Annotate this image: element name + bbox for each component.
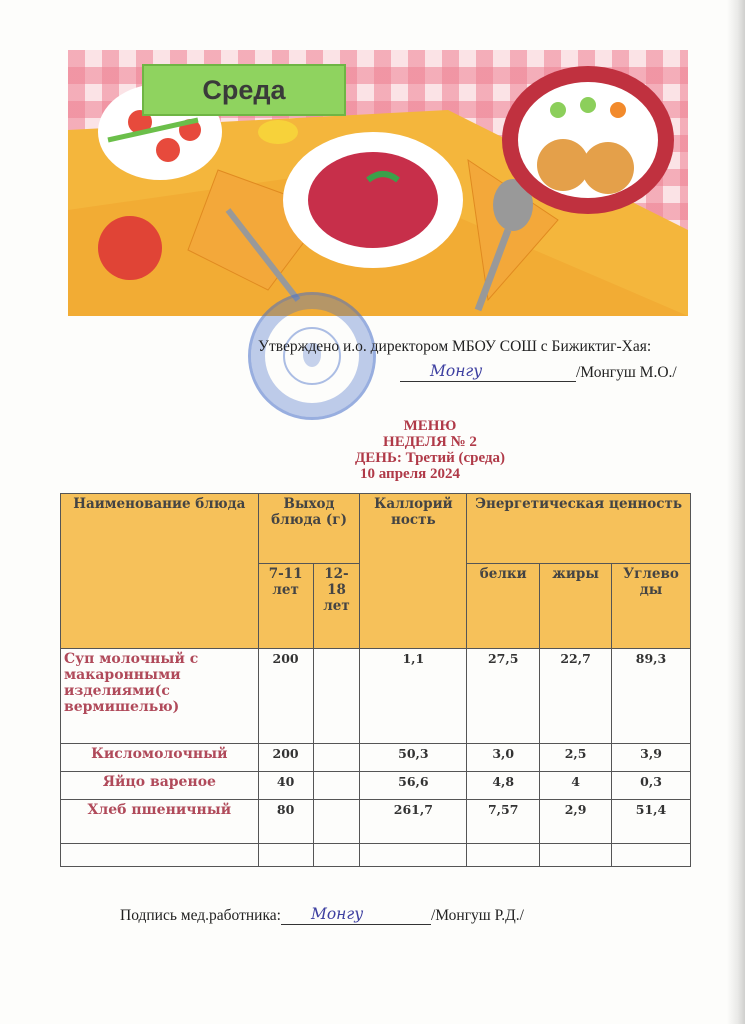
- table-row: Яйцо вареное 40 56,6 4,8 4 0,3: [60, 771, 691, 800]
- protein: [466, 843, 541, 867]
- yield-12-18: [312, 799, 361, 844]
- dish-name: Хлеб пшеничный: [60, 799, 259, 844]
- table-row: Кисломолочный 200 50,3 3,0 2,5 3,9: [60, 743, 691, 772]
- protein: 4,8: [466, 771, 541, 800]
- menu-table: Наименование блюда Выход блюда (г) Калло…: [60, 492, 691, 867]
- menu-heading: МЕНЮ: [403, 418, 457, 434]
- protein: 3,0: [466, 743, 541, 772]
- yield-7-11: 80: [257, 799, 314, 844]
- director-name: /Монгуш М.О./: [576, 364, 677, 381]
- dish-name: [60, 843, 259, 867]
- table-row: Хлеб пшеничный 80 261,7 7,57 2,9 51,4: [60, 799, 691, 844]
- food-illustration: [68, 66, 688, 316]
- table-row-empty: [60, 843, 691, 867]
- approval-text: Утверждено и.о. директором МБОУ СОШ с Би…: [258, 338, 652, 355]
- header-age-12-18: 12-18 лет: [312, 563, 361, 649]
- yield-7-11: [257, 843, 314, 867]
- header-dish: Наименование блюда: [60, 493, 259, 649]
- header-calories: Каллорий ность: [359, 493, 468, 649]
- banner-title: Среда: [142, 64, 346, 116]
- approval-signature-line: Монгу/Монгуш М.О./: [400, 363, 690, 382]
- director-signature: Монгу: [400, 363, 576, 382]
- day-heading: ДЕНЬ: Третий (среда): [354, 450, 506, 466]
- calories: 1,1: [359, 648, 468, 744]
- fat: 2,5: [539, 743, 613, 772]
- medical-signature-line: Монгу: [280, 906, 431, 925]
- carbs: [611, 843, 691, 867]
- scan-edge: [727, 0, 745, 1024]
- fat: 22,7: [539, 648, 613, 744]
- fat: 4: [539, 771, 613, 800]
- week-heading: НЕДЕЛЯ № 2: [383, 434, 477, 450]
- protein: 27,5: [466, 648, 541, 744]
- calories: 56,6: [359, 771, 468, 800]
- yield-12-18: [312, 771, 361, 800]
- table-row: Суп молочный с макаронными изделиями(с в…: [60, 648, 691, 744]
- medical-signature: Подпись мед.работника: Монгу/Монгуш Р.Д./: [120, 906, 524, 925]
- yield-12-18: [312, 843, 361, 867]
- calories: [359, 843, 468, 867]
- fat: 2,9: [539, 799, 613, 844]
- fat: [539, 843, 613, 867]
- yield-7-11: 40: [257, 771, 314, 800]
- date-heading: 10 апреля 2024: [360, 466, 460, 482]
- dish-name: Яйцо вареное: [60, 771, 259, 800]
- eagle-emblem-icon: [283, 327, 341, 385]
- carbs: 3,9: [611, 743, 691, 772]
- header-protein: белки: [466, 563, 541, 649]
- dish-name: Суп молочный с макаронными изделиями(с в…: [60, 648, 259, 744]
- carbs: 89,3: [611, 648, 691, 744]
- yield-12-18: [312, 648, 361, 744]
- medical-worker-name: /Монгуш Р.Д./: [430, 907, 524, 924]
- carbs: 0,3: [611, 771, 691, 800]
- yield-7-11: 200: [257, 743, 314, 772]
- protein: 7,57: [466, 799, 541, 844]
- banner-illustration: Среда: [68, 50, 688, 316]
- yield-7-11: 200: [257, 648, 314, 744]
- calories: 261,7: [359, 799, 468, 844]
- medical-signature-label: Подпись мед.работника:: [120, 907, 281, 924]
- yield-12-18: [312, 743, 361, 772]
- official-seal: [248, 292, 376, 420]
- header-energy: Энергетическая ценность: [466, 492, 691, 565]
- dish-name: Кисломолочный: [60, 743, 259, 772]
- header-fat: жиры: [539, 563, 613, 649]
- header-carbs: Углево ды: [611, 563, 691, 649]
- carbs: 51,4: [611, 799, 691, 844]
- header-yield: Выход блюда (г): [257, 492, 361, 565]
- calories: 50,3: [359, 743, 468, 772]
- header-age-7-11: 7-11 лет: [257, 563, 314, 649]
